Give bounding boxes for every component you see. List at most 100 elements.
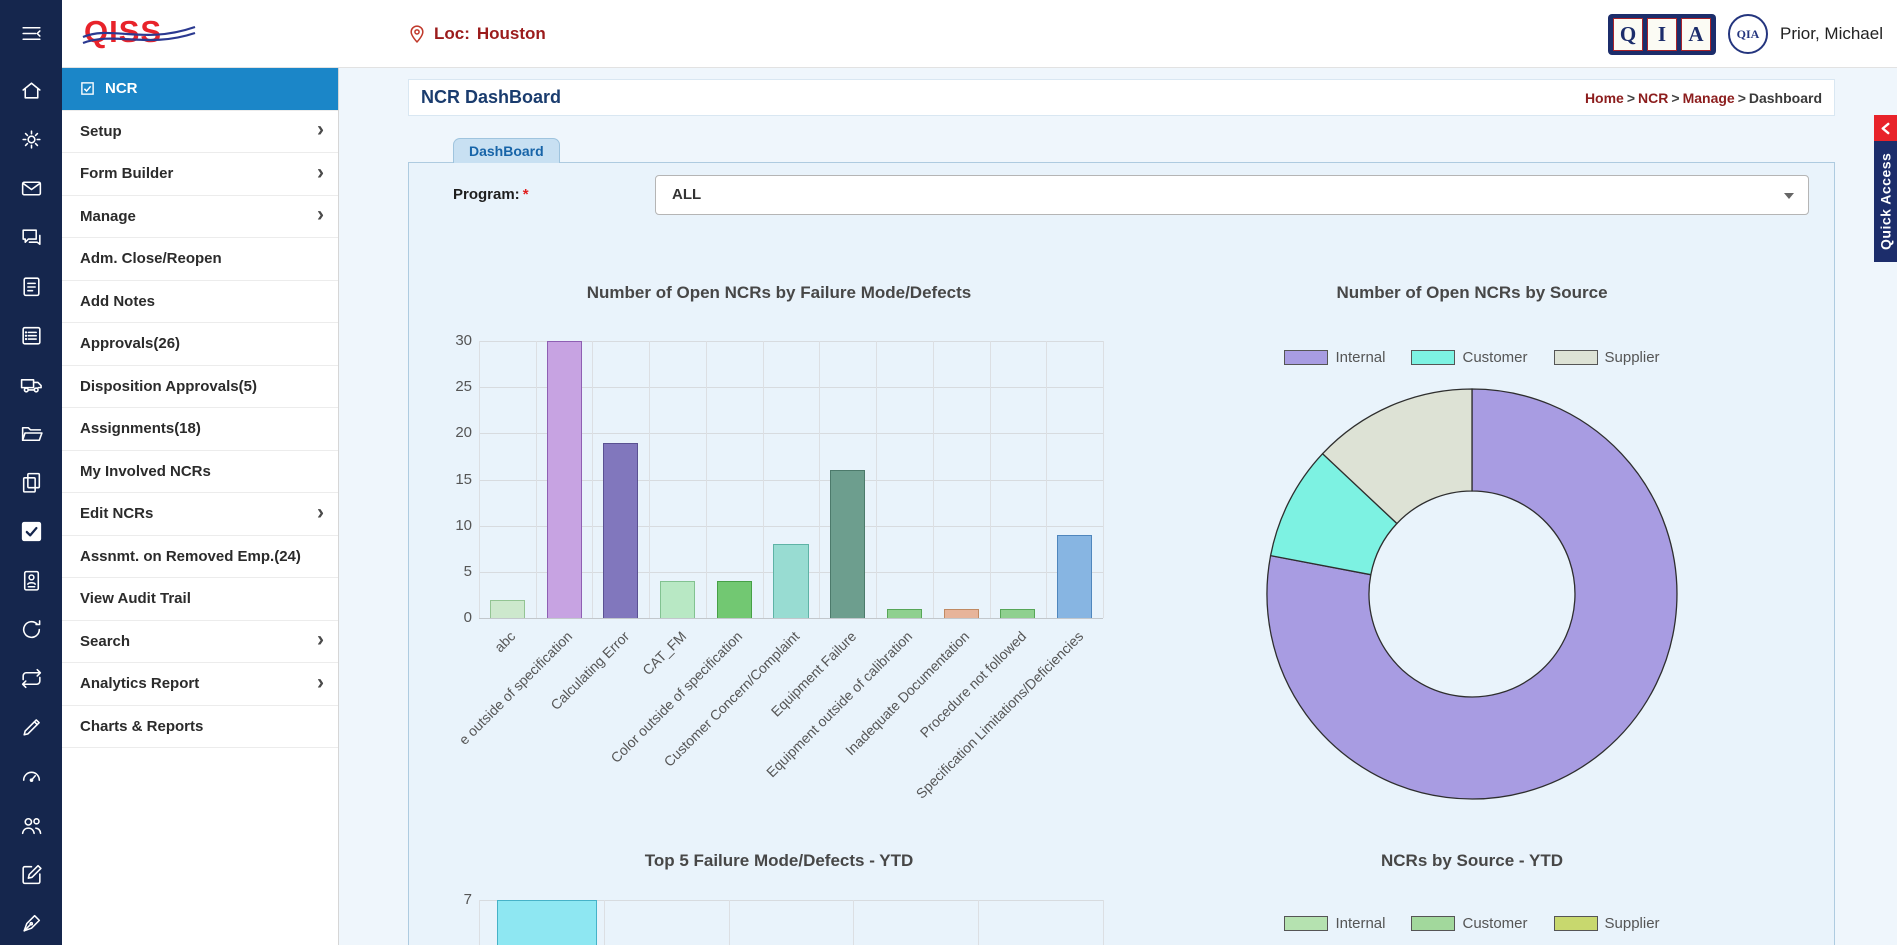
- icon-rail: [0, 0, 62, 945]
- legend-item-customer[interactable]: Customer: [1411, 349, 1528, 366]
- y-axis-tick: 15: [455, 470, 472, 488]
- sidebar-item-label: NCR: [105, 80, 138, 98]
- legend-item-customer[interactable]: Customer: [1411, 915, 1528, 932]
- gridline: [819, 341, 821, 618]
- list-icon[interactable]: [0, 311, 62, 360]
- legend-item-internal[interactable]: Internal: [1284, 349, 1385, 366]
- program-select[interactable]: ALL: [655, 175, 1809, 215]
- legend-item-internal[interactable]: Internal: [1284, 915, 1385, 932]
- legend-label: Internal: [1335, 349, 1386, 366]
- pencil-icon[interactable]: [0, 703, 62, 752]
- truck-icon[interactable]: [0, 360, 62, 409]
- sidebar-item-label: Edit NCRs: [80, 505, 154, 523]
- sidebar-item-ncr[interactable]: NCR: [62, 68, 338, 111]
- chart-title-source-ytd: NCRs by Source - YTD: [1380, 851, 1563, 870]
- donut-slice-supplier[interactable]: [1321, 388, 1473, 525]
- qiss-logo[interactable]: QISS: [82, 14, 200, 54]
- donut-legend: Internal Customer Supplier: [1160, 349, 1784, 366]
- bar-calculating-error[interactable]: [603, 442, 639, 618]
- gridline: [479, 900, 480, 945]
- bar-abc[interactable]: [489, 599, 525, 618]
- users-icon[interactable]: [0, 801, 62, 850]
- program-label: Program: *: [453, 186, 529, 203]
- sidebar-item-add-notes[interactable]: Add Notes: [62, 280, 338, 323]
- sidebar-item-charts-reports[interactable]: Charts & Reports: [62, 705, 338, 748]
- quick-access-arrow-button[interactable]: [1874, 115, 1897, 141]
- note-icon[interactable]: [0, 262, 62, 311]
- gridline: [932, 341, 934, 618]
- chevron-right-icon: ›: [317, 500, 324, 524]
- donut-slice-internal[interactable]: [1266, 388, 1678, 800]
- sidebar-item-setup[interactable]: Setup ›: [62, 110, 338, 153]
- bar-cat-fm[interactable]: [659, 581, 696, 618]
- user-name: Prior, Michael: [1780, 24, 1883, 43]
- bar-equipment-failure[interactable]: [830, 470, 866, 618]
- legend-item-supplier[interactable]: Supplier: [1553, 349, 1660, 366]
- bar-inadequate-documentation[interactable]: [943, 608, 979, 618]
- tab-dashboard[interactable]: DashBoard: [453, 138, 560, 163]
- bar-procedure-not-followed[interactable]: [1000, 608, 1036, 618]
- page-header: NCR DashBoard Home > NCR > Manage > Dashboard: [408, 79, 1835, 116]
- sidebar-item-assignments-18[interactable]: Assignments(18): [62, 408, 338, 451]
- pen-icon[interactable]: [0, 899, 62, 945]
- badge-icon[interactable]: [0, 556, 62, 605]
- qia-logo[interactable]: Q I A: [1608, 13, 1717, 55]
- gridline: [649, 341, 651, 618]
- sidebar-item-view-audit-trail[interactable]: View Audit Trail: [62, 578, 338, 621]
- x-axis-label: Customer Concern/Complaint: [660, 628, 803, 770]
- breadcrumb-home[interactable]: Home: [1584, 89, 1624, 106]
- sync-icon[interactable]: [0, 605, 62, 654]
- sidebar-item-my-involved-ncrs[interactable]: My Involved NCRs: [62, 450, 338, 493]
- sidebar-item-disposition-approvals-5[interactable]: Disposition Approvals(5): [62, 365, 338, 408]
- check-square-icon[interactable]: [0, 507, 62, 556]
- chevron-down-icon: [1784, 193, 1794, 199]
- menu-icon[interactable]: [0, 0, 62, 66]
- x-axis-label: Equipment Failure: [767, 628, 860, 720]
- chevron-right-icon: ›: [317, 160, 324, 184]
- donut-chart-open-ncrs-by-source: [1266, 388, 1678, 800]
- legend-label: Customer: [1462, 915, 1528, 932]
- gridline: [592, 341, 594, 618]
- bar-customer-concern-complaint[interactable]: [773, 544, 809, 618]
- folder-icon[interactable]: [0, 409, 62, 458]
- bar-e-outside-of-specification[interactable]: [546, 341, 582, 618]
- gauge-icon[interactable]: [0, 752, 62, 801]
- legend-label: Supplier: [1604, 349, 1660, 366]
- copy-icon[interactable]: [0, 458, 62, 507]
- sidebar-item-edit-ncrs[interactable]: Edit NCRs ›: [62, 493, 338, 536]
- home-icon[interactable]: [0, 66, 62, 115]
- breadcrumb-dashboard: Dashboard: [1748, 89, 1822, 106]
- x-axis-label: Inadequate Documentation: [842, 628, 973, 759]
- breadcrumb-manage[interactable]: Manage: [1682, 89, 1735, 106]
- avatar[interactable]: QIA: [1728, 14, 1769, 54]
- bar-equipment-outside-of-calibration[interactable]: [886, 608, 923, 618]
- sidebar-item-analytics-report[interactable]: Analytics Report ›: [62, 663, 338, 706]
- sidebar-item-label: Disposition Approvals(5): [80, 377, 257, 395]
- sidebar-item-adm-close-reopen[interactable]: Adm. Close/Reopen: [62, 238, 338, 281]
- chat-icon[interactable]: [0, 213, 62, 262]
- sidebar-item-search[interactable]: Search ›: [62, 620, 338, 663]
- gear-icon[interactable]: [0, 115, 62, 164]
- sidebar-item-form-builder[interactable]: Form Builder ›: [62, 153, 338, 196]
- x-axis-label: CAT_FM: [638, 628, 689, 679]
- chart-title-by-source: Number of Open NCRs by Source: [1336, 283, 1608, 302]
- y-axis-tick: 10: [455, 516, 472, 534]
- bar-top5-first[interactable]: [497, 900, 597, 945]
- sidebar-item-approvals-26[interactable]: Approvals(26): [62, 323, 338, 366]
- mail-icon[interactable]: [0, 164, 62, 213]
- legend-swatch: [1284, 916, 1329, 931]
- sidebar-item-assnmt-on-removed-emp-24[interactable]: Assnmt. on Removed Emp.(24): [62, 535, 338, 578]
- sidebar-item-label: Assnmt. on Removed Emp.(24): [80, 547, 301, 565]
- compose-icon[interactable]: [0, 850, 62, 899]
- chevron-right-icon: ›: [317, 670, 324, 694]
- legend-item-supplier[interactable]: Supplier: [1553, 915, 1660, 932]
- gridline: [978, 900, 980, 945]
- breadcrumb-ncr[interactable]: NCR: [1638, 89, 1669, 106]
- gridline: [989, 341, 991, 618]
- sidebar-item-manage[interactable]: Manage ›: [62, 195, 338, 238]
- bar-color-outside-of-specification[interactable]: [716, 581, 752, 618]
- repeat-icon[interactable]: [0, 654, 62, 703]
- quick-access-label[interactable]: Quick Access: [1874, 141, 1897, 262]
- bar-specification-limitations-deficiencies[interactable]: [1057, 534, 1093, 618]
- main-content: NCR DashBoard Home > NCR > Manage > Dashboard …: [339, 68, 1897, 945]
